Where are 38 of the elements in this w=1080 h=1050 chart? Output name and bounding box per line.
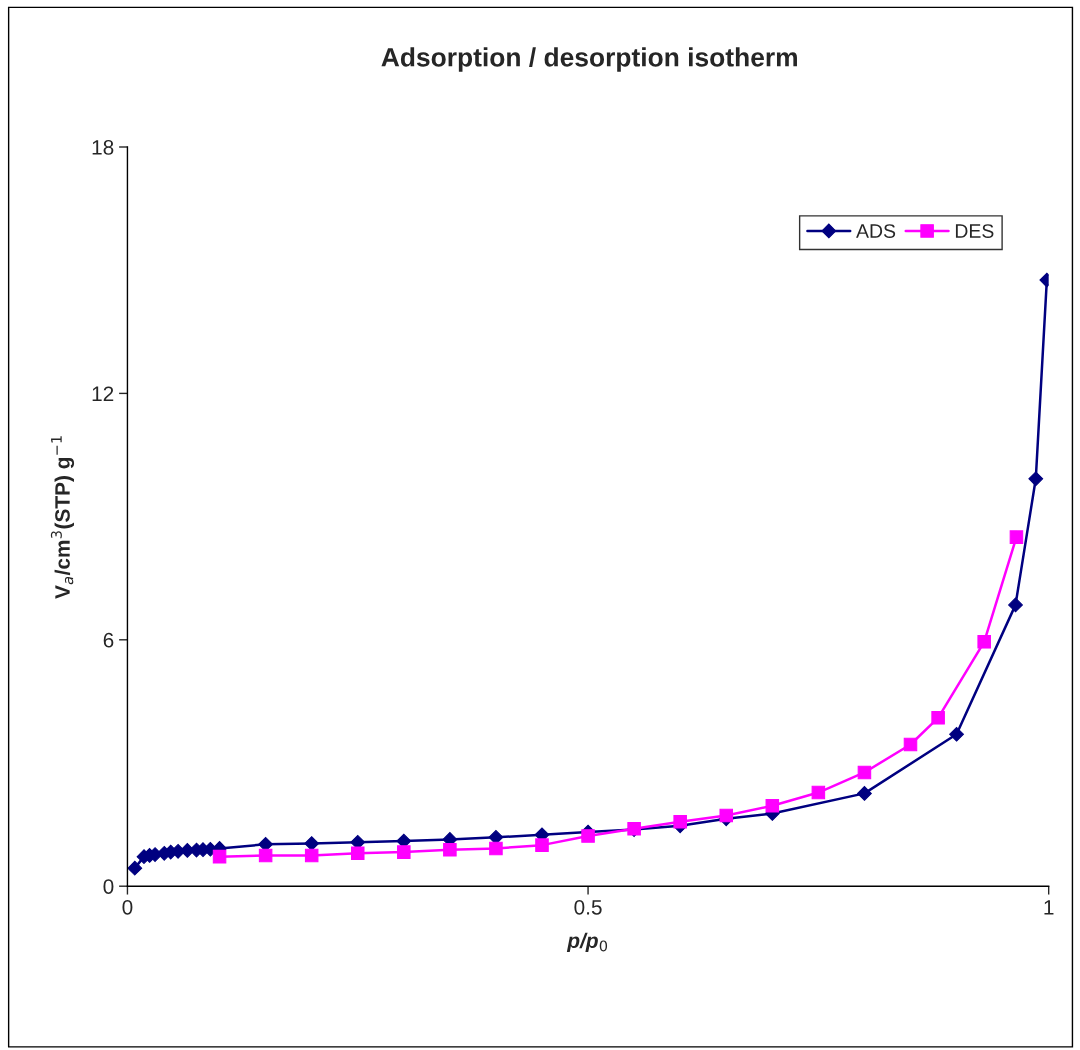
point xyxy=(1008,597,1023,613)
point xyxy=(581,829,595,843)
chart-title: Adsorption / desorption isotherm xyxy=(381,47,797,72)
point xyxy=(258,836,274,852)
point xyxy=(857,785,872,801)
point xyxy=(977,635,991,649)
y-tick-label: 18 xyxy=(92,140,114,155)
point xyxy=(304,848,319,863)
x-tick-label: 0 xyxy=(122,899,133,915)
point xyxy=(258,848,273,863)
point xyxy=(212,849,227,864)
y-axis-title: V$_{a}$/cm$^{3}$(STP) g$^{−1}$ xyxy=(50,436,75,599)
point xyxy=(1009,530,1024,544)
point xyxy=(127,860,143,876)
y-tick-label: 12 xyxy=(92,386,114,401)
point xyxy=(535,838,549,852)
x-axis-title: p/p$_{0}$ xyxy=(566,932,608,953)
point xyxy=(857,765,872,780)
point xyxy=(304,836,320,851)
point xyxy=(949,726,964,742)
point xyxy=(811,785,826,800)
point xyxy=(488,829,504,845)
point xyxy=(443,842,457,857)
point xyxy=(489,841,503,856)
legend-label: DES xyxy=(955,224,994,238)
y-tick-label: 6 xyxy=(103,632,114,648)
x-tick-label: 0.5 xyxy=(574,899,602,915)
x-tick-label: 1 xyxy=(1044,900,1054,915)
point xyxy=(765,798,780,813)
point xyxy=(350,846,365,861)
point xyxy=(931,711,945,725)
point xyxy=(1028,471,1044,487)
point xyxy=(903,737,918,752)
point xyxy=(397,845,411,859)
legend-label: ADS xyxy=(856,224,896,238)
point xyxy=(673,814,687,829)
y-tick-label: 0 xyxy=(103,879,114,894)
point xyxy=(719,808,734,823)
